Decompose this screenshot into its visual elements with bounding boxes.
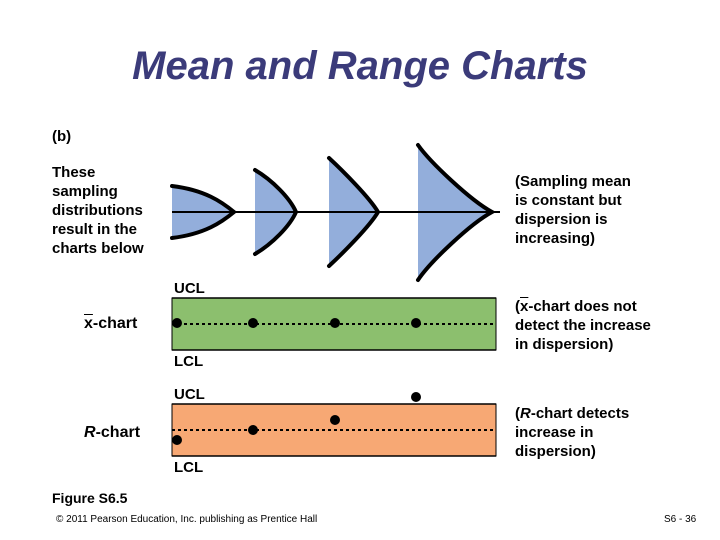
figure-label: Figure S6.5 xyxy=(52,490,128,506)
r-note: (R-chart detects increase in dispersion) xyxy=(515,404,715,461)
xbar-point-4 xyxy=(411,318,421,328)
xbar-ucl-label: UCL xyxy=(174,280,205,297)
r-point-2 xyxy=(248,425,258,435)
sampling-distributions xyxy=(170,143,500,282)
r-chart xyxy=(171,392,497,457)
xbar-chart xyxy=(171,297,497,351)
xbar-chart-suffix: -chart xyxy=(92,315,138,332)
r-symbol: R xyxy=(84,424,96,441)
left-note: These sampling distributions result in t… xyxy=(52,164,144,257)
xbar-note-text: -chart does not detect the increase in d… xyxy=(515,298,651,353)
right-note-top: (Sampling mean is constant but dispersio… xyxy=(515,173,631,247)
xbar-point-2 xyxy=(248,318,258,328)
r-lcl-label: LCL xyxy=(174,459,204,476)
xbar-note-symbol: x xyxy=(520,298,529,315)
panel-label: (b) xyxy=(52,128,72,145)
xbar-point-3 xyxy=(330,318,340,328)
xbar-point-1 xyxy=(172,318,182,328)
r-note-symbol: R xyxy=(520,405,531,422)
xbar-note-prefix: ( xyxy=(515,298,520,315)
xbar-note: (x-chart does not detect the increase in… xyxy=(515,297,715,354)
r-note-prefix: ( xyxy=(515,405,520,422)
r-chart-suffix: -chart xyxy=(95,424,141,441)
r-chart-name: R-chart xyxy=(84,424,140,442)
copyright: © 2011 Pearson Education, Inc. publishin… xyxy=(56,514,318,525)
slide-title: Mean and Range Charts xyxy=(132,44,588,88)
xbar-lcl-label: LCL xyxy=(174,353,204,370)
xbar-symbol: x xyxy=(84,315,93,332)
r-note-text: -chart detects increase in dispersion) xyxy=(515,405,630,460)
r-point-4 xyxy=(411,392,421,402)
r-point-1 xyxy=(172,435,182,445)
r-ucl-label: UCL xyxy=(174,386,205,403)
r-point-3 xyxy=(330,415,340,425)
page-number: S6 - 36 xyxy=(664,514,697,525)
xbar-chart-name: x-chart xyxy=(84,315,137,333)
